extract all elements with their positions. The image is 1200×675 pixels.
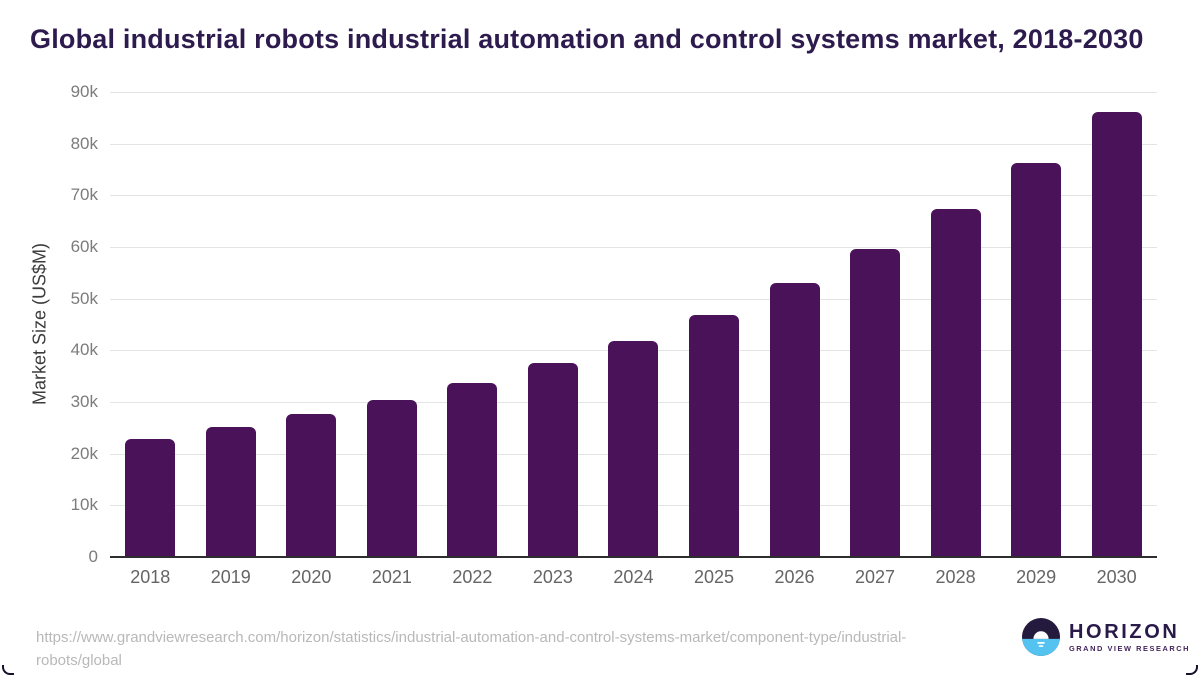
y-tick-label-90k: 90k (70, 82, 98, 101)
gridline-70k (110, 195, 1157, 197)
bar-2025[interactable] (688, 314, 739, 557)
bar-slot-2024 (593, 92, 674, 557)
card-corner-bottom-left (2, 665, 14, 675)
x-tick-label-2023: 2023 (532, 567, 573, 587)
chart-title: Global industrial robots industrial auto… (30, 24, 1144, 54)
gridline-50k (110, 298, 1157, 300)
y-axis-tick-labels: 0 10k 20k 30k 40k 50k 60k 70k 80k 90k (0, 82, 98, 566)
logo-wordmark: HORIZON (1069, 620, 1180, 643)
bar-series (110, 92, 1157, 557)
y-tick-label-30k: 30k (70, 392, 98, 411)
x-axis-line (110, 556, 1157, 558)
plot-area (110, 92, 1157, 558)
x-tick-label-2030: 2030 (1096, 567, 1137, 587)
x-tick-label-2026: 2026 (774, 567, 815, 587)
bar-slot-2018 (110, 92, 191, 557)
bar-2022[interactable] (447, 382, 498, 557)
y-tick-label-80k: 80k (70, 133, 98, 153)
x-tick-label-2022: 2022 (452, 567, 493, 587)
gridline-90k (110, 92, 1157, 93)
x-tick-label-2021: 2021 (371, 567, 412, 587)
logo-text: HORIZON GRAND VIEW RESEARCH (1069, 622, 1190, 653)
gridline-80k (110, 143, 1157, 145)
horizon-globe-icon (1022, 618, 1060, 656)
bar-2028[interactable] (930, 208, 981, 557)
bar-slot-2019 (191, 92, 272, 557)
bar-slot-2026 (754, 92, 835, 557)
bar-slot-2027 (835, 92, 916, 557)
x-tick-label-2028: 2028 (935, 567, 976, 587)
bar-slot-2029 (996, 92, 1077, 557)
gridline-60k (110, 247, 1157, 248)
horizon-logo: HORIZON GRAND VIEW RESEARCH (1022, 618, 1190, 656)
y-tick-label-0: 0 (88, 547, 98, 566)
y-tick-label-20k: 20k (70, 443, 98, 463)
bar-2024[interactable] (608, 340, 659, 557)
bar-2030[interactable] (1091, 111, 1142, 557)
x-tick-label-2027: 2027 (855, 567, 896, 587)
x-tick-label-2020: 2020 (291, 567, 332, 587)
bar-2023[interactable] (527, 363, 578, 557)
y-tick-label-50k: 50k (70, 288, 98, 308)
card-corner-bottom-right (1186, 665, 1198, 675)
bar-2018[interactable] (125, 438, 176, 557)
bar-2029[interactable] (1011, 162, 1062, 557)
x-tick-label-2025: 2025 (693, 567, 734, 587)
bar-slot-2030 (1076, 92, 1157, 557)
bar-2021[interactable] (366, 399, 417, 557)
bar-slot-2028 (915, 92, 996, 557)
bar-slot-2020 (271, 92, 352, 557)
y-tick-label-70k: 70k (70, 185, 98, 205)
y-tick-label-10k: 10k (70, 495, 98, 515)
x-tick-label-2029: 2029 (1016, 567, 1057, 587)
x-tick-label-2019: 2019 (210, 567, 251, 587)
x-tick-label-2024: 2024 (613, 567, 654, 587)
x-axis-tick-labels: 2018 2019 2020 2021 2022 2023 2024 2025 2026 2027… (110, 567, 1157, 588)
bar-slot-2021 (352, 92, 433, 557)
bar-2026[interactable] (769, 283, 820, 557)
y-tick-label-40k: 40k (70, 340, 98, 360)
bar-slot-2022 (432, 92, 513, 557)
logo-subtitle: GRAND VIEW RESEARCH (1069, 643, 1191, 653)
y-tick-label-60k: 60k (70, 237, 98, 256)
source-url: https://www.grandviewresearch.com/horizo… (36, 629, 907, 669)
bar-2020[interactable] (286, 413, 337, 557)
x-tick-label-2018: 2018 (130, 567, 171, 587)
bar-slot-2025 (674, 92, 755, 557)
bar-2027[interactable] (850, 248, 901, 557)
bar-slot-2023 (513, 92, 594, 557)
bar-2019[interactable] (205, 427, 256, 557)
